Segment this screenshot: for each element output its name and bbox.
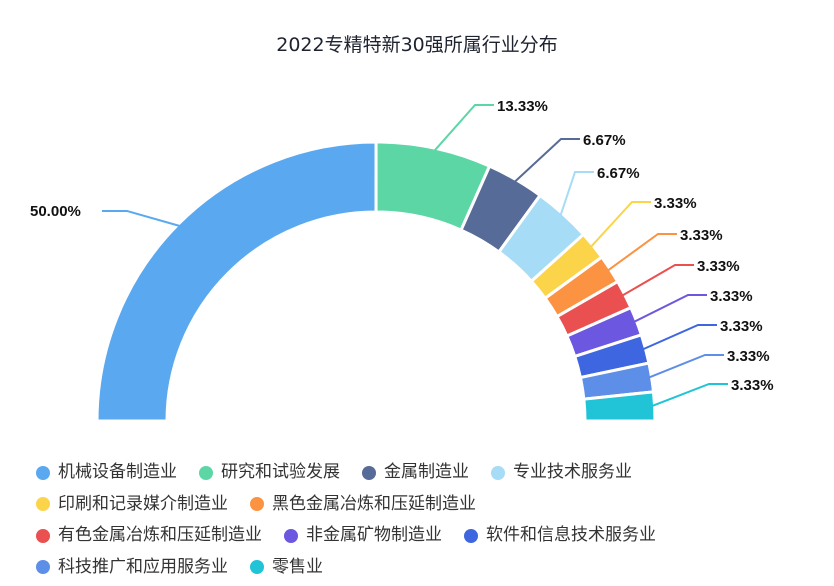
legend-item[interactable]: 研究和试验发展 — [199, 458, 340, 487]
data-label-3: 6.67% — [583, 132, 626, 149]
half-donut-chart: 50.00% 13.33% 6.67% 6.67% 3.33% 3.33% 3.33% 3.3… — [30, 98, 774, 423]
leader-line-4 — [559, 171, 594, 218]
slice-1[interactable] — [95, 140, 378, 423]
data-label-2: 13.33% — [497, 98, 548, 115]
leader-line-2 — [432, 104, 494, 153]
leader-line-9 — [641, 324, 717, 351]
legend-label: 软件和信息技术服务业 — [486, 525, 656, 545]
data-label-1: 50.00% — [30, 203, 81, 220]
data-label-7: 3.33% — [697, 258, 740, 275]
data-label-9: 3.33% — [720, 318, 763, 335]
leader-line-6 — [606, 233, 677, 273]
leader-line-10 — [647, 354, 724, 379]
legend-item[interactable]: 有色金属冶炼和压延制造业 — [36, 521, 262, 550]
legend-item[interactable]: 机械设备制造业 — [36, 458, 177, 487]
legend-item[interactable]: 专业技术服务业 — [491, 458, 632, 487]
legend-label: 零售业 — [272, 556, 323, 577]
legend-dot-icon — [250, 560, 264, 574]
legend-label: 科技推广和应用服务业 — [58, 556, 228, 577]
slice-11[interactable] — [582, 390, 657, 423]
legend-dot-icon — [199, 465, 213, 480]
data-label-10: 3.33% — [727, 348, 770, 365]
legend-dot-icon — [36, 528, 50, 543]
legend-item[interactable]: 黑色金属冶炼和压延制造业 — [250, 490, 476, 519]
leader-line-11 — [650, 383, 728, 408]
legend: 机械设备制造业 研究和试验发展 金属制造业 专业技术服务业印刷和记录媒介制造业 黑色金属… — [36, 458, 826, 584]
legend-item[interactable]: 零售业 — [250, 553, 323, 582]
leader-line-3 — [512, 138, 580, 184]
legend-dot-icon — [284, 528, 298, 543]
data-label-8: 3.33% — [710, 288, 753, 305]
legend-label: 有色金属冶炼和压延制造业 — [58, 525, 262, 545]
legend-label: 黑色金属冶炼和压延制造业 — [272, 493, 476, 514]
legend-item[interactable]: 非金属矿物制造业 — [284, 521, 442, 550]
legend-dot-icon — [362, 465, 376, 480]
leader-line-5 — [589, 201, 651, 249]
legend-dot-icon — [464, 528, 478, 543]
leader-line-7 — [620, 264, 694, 298]
legend-item[interactable]: 金属制造业 — [362, 458, 469, 487]
legend-dot-icon — [36, 497, 50, 511]
legend-item[interactable]: 科技推广和应用服务业 — [36, 553, 228, 582]
legend-dot-icon — [36, 465, 50, 480]
legend-item[interactable]: 印刷和记录媒介制造业 — [36, 490, 228, 519]
legend-item[interactable]: 软件和信息技术服务业 — [464, 521, 656, 550]
legend-label: 非金属矿物制造业 — [306, 525, 442, 545]
legend-dot-icon — [491, 465, 505, 480]
legend-label: 金属制造业 — [384, 462, 469, 482]
data-label-4: 6.67% — [597, 165, 640, 182]
legend-label: 专业技术服务业 — [513, 462, 632, 482]
legend-dot-icon — [36, 560, 50, 574]
legend-label: 印刷和记录媒介制造业 — [58, 493, 228, 514]
data-label-5: 3.33% — [654, 195, 697, 212]
leader-line-8 — [632, 294, 707, 324]
chart-title: 2022专精特新30强所属行业分布 — [276, 34, 558, 56]
leader-line-1 — [102, 210, 182, 228]
legend-label: 机械设备制造业 — [58, 462, 177, 482]
data-label-6: 3.33% — [680, 227, 723, 244]
legend-dot-icon — [250, 497, 264, 511]
legend-label: 研究和试验发展 — [221, 462, 340, 482]
data-label-11: 3.33% — [731, 377, 774, 394]
